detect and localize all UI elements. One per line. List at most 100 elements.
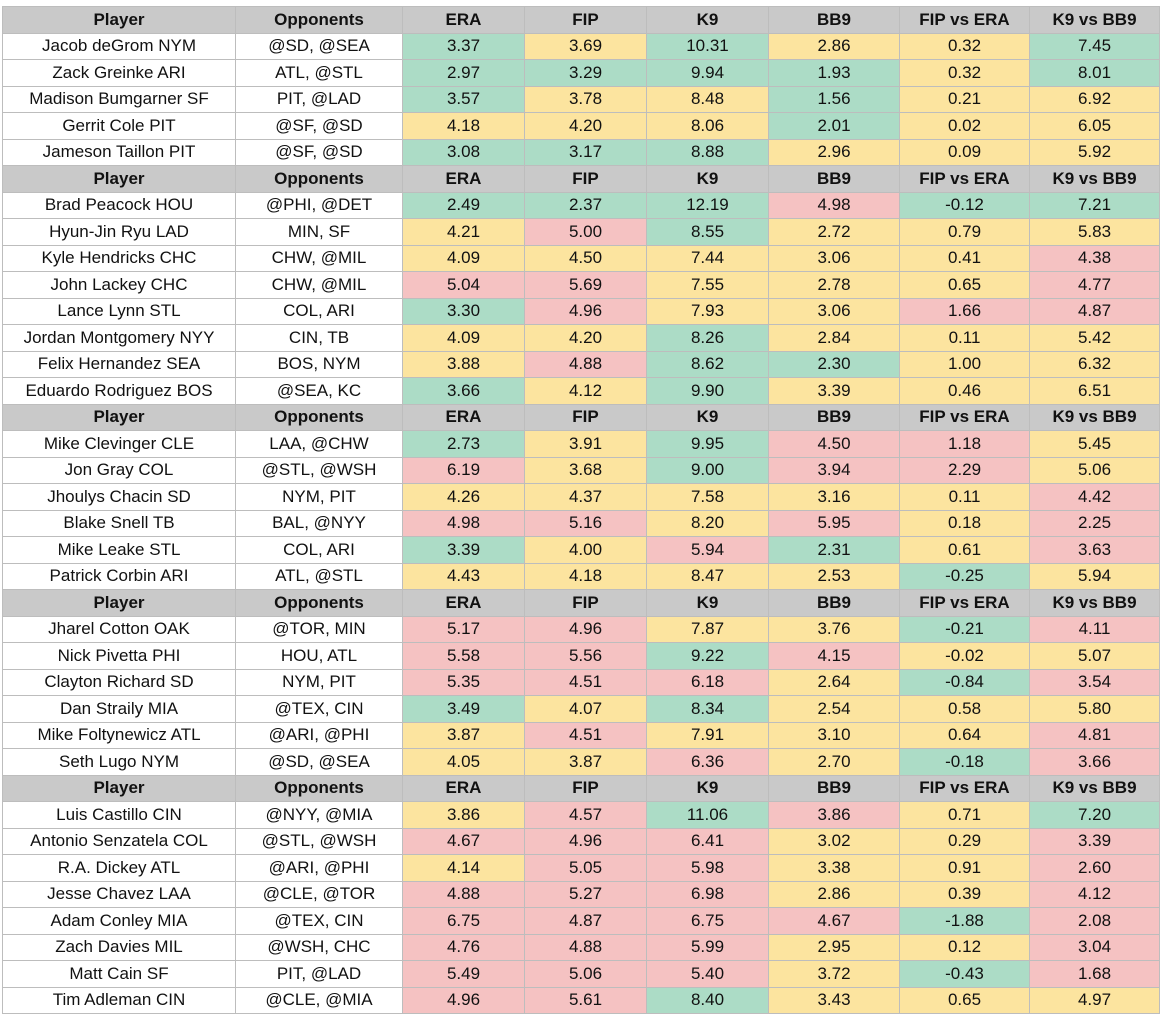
fip-cell[interactable]: 3.69 xyxy=(524,32,647,60)
era-cell[interactable]: 3.57 xyxy=(402,85,525,113)
k9-vs-bb9-cell[interactable]: 6.32 xyxy=(1029,350,1160,378)
k9-cell[interactable]: 8.62 xyxy=(646,350,769,378)
opponents-cell[interactable]: @CLE, @TOR xyxy=(235,880,403,908)
era-cell[interactable]: 5.35 xyxy=(402,668,525,696)
era-cell[interactable]: 4.98 xyxy=(402,509,525,537)
opponents-cell[interactable]: COL, ARI xyxy=(235,297,403,325)
k9-cell[interactable]: 5.98 xyxy=(646,854,769,882)
era-cell[interactable]: 3.86 xyxy=(402,801,525,829)
k9-vs-bb9-cell[interactable]: 5.07 xyxy=(1029,642,1160,670)
k9-vs-bb9-cell[interactable]: 2.08 xyxy=(1029,907,1160,935)
player-cell[interactable]: Jon Gray COL xyxy=(2,456,236,484)
k9-cell[interactable]: 5.99 xyxy=(646,933,769,961)
fip-vs-era-cell[interactable]: 0.39 xyxy=(899,880,1030,908)
k9-cell[interactable]: 7.91 xyxy=(646,721,769,749)
bb9-cell[interactable]: 4.67 xyxy=(768,907,900,935)
opponents-cell[interactable]: CIN, TB xyxy=(235,324,403,352)
fip-cell[interactable]: 4.88 xyxy=(524,350,647,378)
player-cell[interactable]: Hyun-Jin Ryu LAD xyxy=(2,218,236,246)
k9-vs-bb9-cell[interactable]: 7.45 xyxy=(1029,32,1160,60)
k9-cell[interactable]: 8.40 xyxy=(646,986,769,1014)
k9-vs-bb9-cell[interactable]: 5.94 xyxy=(1029,562,1160,590)
k9-vs-bb9-cell[interactable]: 6.51 xyxy=(1029,377,1160,405)
bb9-cell[interactable]: 2.31 xyxy=(768,536,900,564)
opponents-cell[interactable]: CHW, @MIL xyxy=(235,244,403,272)
k9-vs-bb9-cell[interactable]: 4.42 xyxy=(1029,483,1160,511)
opponents-cell[interactable]: ATL, @STL xyxy=(235,562,403,590)
player-cell[interactable]: Mike Leake STL xyxy=(2,536,236,564)
fip-vs-era-cell[interactable]: 1.18 xyxy=(899,430,1030,458)
k9-cell[interactable]: 6.98 xyxy=(646,880,769,908)
bb9-cell[interactable]: 3.16 xyxy=(768,483,900,511)
bb9-cell[interactable]: 5.95 xyxy=(768,509,900,537)
player-cell[interactable]: Zack Greinke ARI xyxy=(2,59,236,87)
fip-vs-era-cell[interactable]: 1.00 xyxy=(899,350,1030,378)
player-cell[interactable]: Patrick Corbin ARI xyxy=(2,562,236,590)
fip-cell[interactable]: 5.00 xyxy=(524,218,647,246)
k9-cell[interactable]: 8.06 xyxy=(646,112,769,140)
fip-cell[interactable]: 4.00 xyxy=(524,536,647,564)
opponents-cell[interactable]: @SF, @SD xyxy=(235,138,403,166)
era-cell[interactable]: 4.18 xyxy=(402,112,525,140)
fip-vs-era-cell[interactable]: 0.32 xyxy=(899,32,1030,60)
player-cell[interactable]: Antonio Senzatela COL xyxy=(2,827,236,855)
opponents-cell[interactable]: ATL, @STL xyxy=(235,59,403,87)
bb9-cell[interactable]: 2.86 xyxy=(768,880,900,908)
fip-vs-era-cell[interactable]: 2.29 xyxy=(899,456,1030,484)
player-cell[interactable]: Gerrit Cole PIT xyxy=(2,112,236,140)
era-cell[interactable]: 6.75 xyxy=(402,907,525,935)
fip-cell[interactable]: 4.37 xyxy=(524,483,647,511)
opponents-cell[interactable]: BOS, NYM xyxy=(235,350,403,378)
player-cell[interactable]: Clayton Richard SD xyxy=(2,668,236,696)
k9-vs-bb9-cell[interactable]: 4.11 xyxy=(1029,615,1160,643)
bb9-cell[interactable]: 3.43 xyxy=(768,986,900,1014)
bb9-cell[interactable]: 2.70 xyxy=(768,748,900,776)
k9-vs-bb9-cell[interactable]: 4.12 xyxy=(1029,880,1160,908)
k9-vs-bb9-cell[interactable]: 5.06 xyxy=(1029,456,1160,484)
k9-cell[interactable]: 10.31 xyxy=(646,32,769,60)
player-cell[interactable]: Seth Lugo NYM xyxy=(2,748,236,776)
fip-vs-era-cell[interactable]: -0.21 xyxy=(899,615,1030,643)
bb9-cell[interactable]: 4.98 xyxy=(768,191,900,219)
bb9-cell[interactable]: 1.93 xyxy=(768,59,900,87)
opponents-cell[interactable]: PIT, @LAD xyxy=(235,85,403,113)
fip-vs-era-cell[interactable]: 0.64 xyxy=(899,721,1030,749)
opponents-cell[interactable]: CHW, @MIL xyxy=(235,271,403,299)
era-cell[interactable]: 4.76 xyxy=(402,933,525,961)
bb9-cell[interactable]: 2.54 xyxy=(768,695,900,723)
fip-vs-era-cell[interactable]: 0.71 xyxy=(899,801,1030,829)
bb9-cell[interactable]: 3.76 xyxy=(768,615,900,643)
opponents-cell[interactable]: HOU, ATL xyxy=(235,642,403,670)
bb9-cell[interactable]: 2.30 xyxy=(768,350,900,378)
fip-vs-era-cell[interactable]: 0.41 xyxy=(899,244,1030,272)
bb9-cell[interactable]: 2.95 xyxy=(768,933,900,961)
era-cell[interactable]: 4.14 xyxy=(402,854,525,882)
era-cell[interactable]: 4.21 xyxy=(402,218,525,246)
k9-vs-bb9-cell[interactable]: 3.39 xyxy=(1029,827,1160,855)
bb9-cell[interactable]: 3.86 xyxy=(768,801,900,829)
k9-cell[interactable]: 11.06 xyxy=(646,801,769,829)
k9-cell[interactable]: 8.20 xyxy=(646,509,769,537)
fip-cell[interactable]: 4.96 xyxy=(524,297,647,325)
player-cell[interactable]: Tim Adleman CIN xyxy=(2,986,236,1014)
player-cell[interactable]: Jesse Chavez LAA xyxy=(2,880,236,908)
bb9-cell[interactable]: 3.38 xyxy=(768,854,900,882)
fip-cell[interactable]: 5.27 xyxy=(524,880,647,908)
fip-cell[interactable]: 3.29 xyxy=(524,59,647,87)
fip-cell[interactable]: 4.87 xyxy=(524,907,647,935)
opponents-cell[interactable]: @TEX, CIN xyxy=(235,695,403,723)
k9-vs-bb9-cell[interactable]: 5.45 xyxy=(1029,430,1160,458)
fip-vs-era-cell[interactable]: 0.11 xyxy=(899,324,1030,352)
bb9-cell[interactable]: 2.01 xyxy=(768,112,900,140)
player-cell[interactable]: Jameson Taillon PIT xyxy=(2,138,236,166)
fip-cell[interactable]: 5.61 xyxy=(524,986,647,1014)
fip-cell[interactable]: 4.51 xyxy=(524,668,647,696)
fip-cell[interactable]: 3.68 xyxy=(524,456,647,484)
era-cell[interactable]: 4.26 xyxy=(402,483,525,511)
opponents-cell[interactable]: LAA, @CHW xyxy=(235,430,403,458)
bb9-cell[interactable]: 3.06 xyxy=(768,297,900,325)
k9-cell[interactable]: 8.26 xyxy=(646,324,769,352)
era-cell[interactable]: 4.88 xyxy=(402,880,525,908)
k9-cell[interactable]: 12.19 xyxy=(646,191,769,219)
fip-vs-era-cell[interactable]: 1.66 xyxy=(899,297,1030,325)
